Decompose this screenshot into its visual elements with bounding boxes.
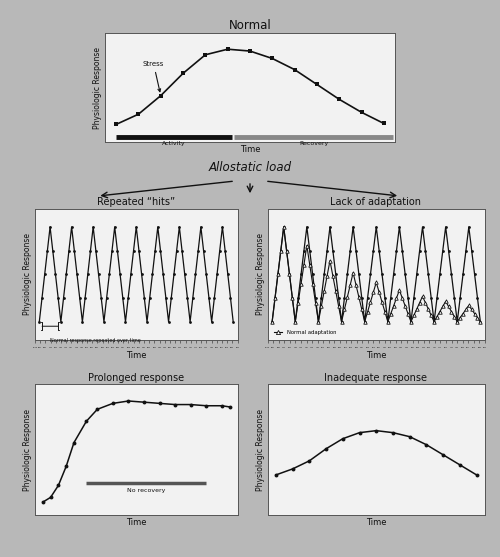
Text: Repeated “hits”: Repeated “hits”: [97, 197, 175, 207]
Text: Inadequate response: Inadequate response: [324, 373, 428, 383]
Y-axis label: Physiologic Response: Physiologic Response: [93, 47, 102, 129]
Text: Normal: Normal: [228, 18, 272, 32]
Y-axis label: Physiologic Response: Physiologic Response: [23, 233, 32, 315]
X-axis label: Time: Time: [126, 351, 146, 360]
Text: Lack of adaptation: Lack of adaptation: [330, 197, 422, 207]
Y-axis label: Physiologic Response: Physiologic Response: [256, 233, 264, 315]
Text: Normal response repeated over time: Normal response repeated over time: [50, 338, 141, 343]
Text: Prolonged response: Prolonged response: [88, 373, 184, 383]
Text: Recovery: Recovery: [299, 141, 328, 145]
X-axis label: Time: Time: [126, 518, 146, 527]
Text: Stress: Stress: [143, 61, 165, 92]
Text: Allostatic load: Allostatic load: [208, 160, 292, 174]
X-axis label: Time: Time: [240, 145, 260, 154]
X-axis label: Time: Time: [366, 351, 386, 360]
Text: No recovery: No recovery: [127, 488, 166, 493]
Y-axis label: Physiologic Response: Physiologic Response: [23, 409, 32, 491]
X-axis label: Time: Time: [366, 518, 386, 527]
Y-axis label: Physiologic Response: Physiologic Response: [256, 409, 264, 491]
Legend: Normal adaptation: Normal adaptation: [272, 328, 338, 337]
Text: Activity: Activity: [162, 141, 186, 145]
